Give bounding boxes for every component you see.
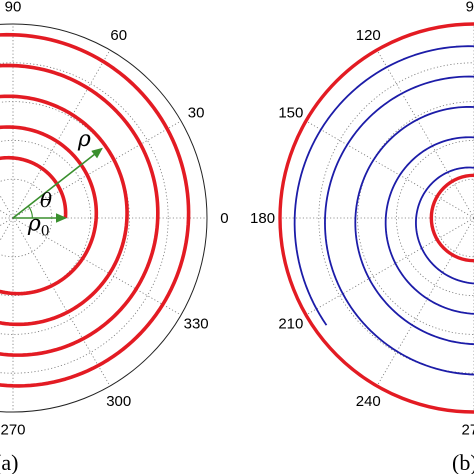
grid-ring xyxy=(0,62,169,374)
angle-tick-label: 180 xyxy=(250,210,275,227)
series-spiral-0 xyxy=(0,32,191,388)
grid-ring xyxy=(0,140,91,296)
panel-label-b: (b) xyxy=(452,450,474,474)
annotation-radius-symbol: ρ xyxy=(77,127,91,152)
angle-tick-label: 120 xyxy=(356,27,381,44)
angle-tick-label: 90 xyxy=(5,0,22,16)
angle-tick-label: 60 xyxy=(110,27,127,44)
angle-tick-label: 30 xyxy=(188,104,205,121)
panel-label-a: (a) xyxy=(0,450,18,474)
polar-axis-circle xyxy=(0,23,208,413)
series-circle-1 xyxy=(429,173,474,263)
angle-tick-label: 0 xyxy=(220,210,228,227)
angle-tick-label: 300 xyxy=(106,393,131,410)
series-circle-2 xyxy=(278,22,474,414)
annotation-angle-symbol: θ xyxy=(40,188,52,212)
angle-tick-label: 270 xyxy=(0,421,25,438)
angle-tick-label: 270 xyxy=(461,421,474,438)
annotation-start-radius-symbol: ρ0 xyxy=(27,211,50,239)
angle-tick-label: 330 xyxy=(184,316,209,333)
series-spiral-0 xyxy=(293,45,474,376)
angle-tick-label: 150 xyxy=(278,104,303,121)
angle-tick-label: 90 xyxy=(466,0,474,16)
arrow-1 xyxy=(12,147,103,219)
angle-arc xyxy=(27,205,33,219)
angle-tick-label: 210 xyxy=(278,316,303,333)
angle-tick-label: 240 xyxy=(356,393,381,410)
